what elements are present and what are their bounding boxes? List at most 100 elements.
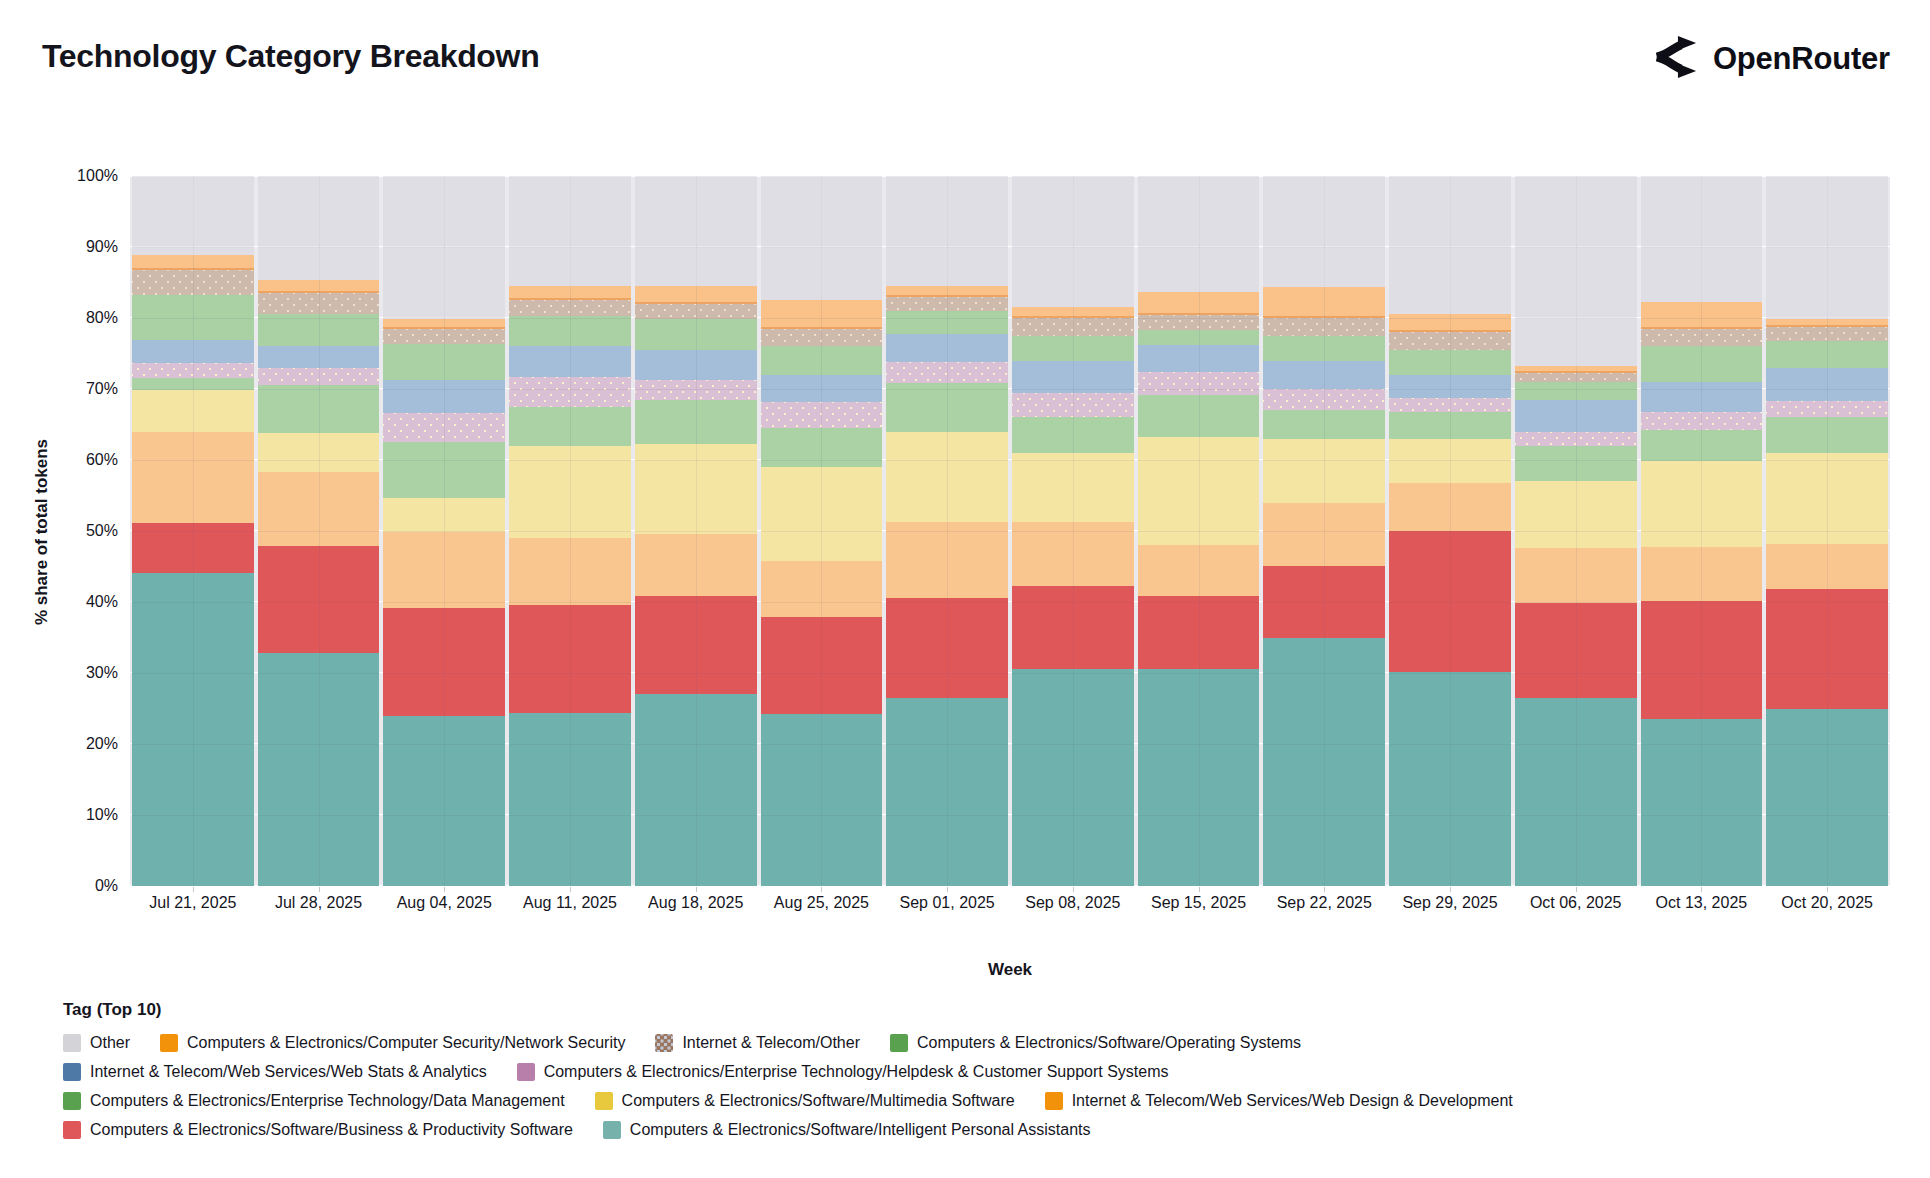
bar-segment[interactable]: [1389, 483, 1511, 531]
bar-segment[interactable]: [761, 375, 883, 402]
bar-segment[interactable]: [1138, 345, 1260, 372]
bar-segment[interactable]: [1641, 547, 1763, 602]
bar-segment[interactable]: [383, 344, 505, 380]
bar-segment[interactable]: [1766, 401, 1888, 417]
bar-segment[interactable]: [132, 176, 254, 255]
bar-segment[interactable]: [258, 653, 380, 886]
bar-segment[interactable]: [1766, 327, 1888, 341]
legend-item[interactable]: Computers & Electronics/Computer Securit…: [160, 1034, 625, 1052]
bar-segment[interactable]: [258, 280, 380, 293]
bar-segment[interactable]: [509, 300, 631, 316]
bar-segment[interactable]: [1515, 603, 1637, 698]
bar-segment[interactable]: [1389, 672, 1511, 886]
bar-segment[interactable]: [886, 311, 1008, 334]
bar-segment[interactable]: [1389, 412, 1511, 439]
bar-segment[interactable]: [761, 714, 883, 886]
bar-segment[interactable]: [635, 380, 757, 400]
bar-segment[interactable]: [886, 362, 1008, 383]
bar-segment[interactable]: [1138, 596, 1260, 668]
bar-segment[interactable]: [1263, 287, 1385, 318]
bar-segment[interactable]: [635, 319, 757, 350]
bar-segment[interactable]: [1515, 176, 1637, 366]
bar-segment[interactable]: [1263, 410, 1385, 438]
bar-segment[interactable]: [1641, 382, 1763, 412]
bar-segment[interactable]: [509, 713, 631, 886]
bar-segment[interactable]: [761, 402, 883, 428]
bar-segment[interactable]: [1766, 368, 1888, 401]
bar-segment[interactable]: [635, 444, 757, 533]
bar-segment[interactable]: [258, 433, 380, 472]
bar-segment[interactable]: [132, 378, 254, 389]
legend-item[interactable]: Computers & Electronics/Software/Intelli…: [603, 1121, 1091, 1139]
bar-segment[interactable]: [886, 297, 1008, 311]
bar-segment[interactable]: [258, 346, 380, 367]
bar-segment[interactable]: [1263, 503, 1385, 566]
legend-item[interactable]: Computers & Electronics/Software/Busines…: [63, 1121, 573, 1139]
bar-segment[interactable]: [1012, 453, 1134, 522]
bar-segment[interactable]: [258, 176, 380, 280]
bar-segment[interactable]: [1012, 586, 1134, 669]
bar-segment[interactable]: [761, 346, 883, 374]
bar-segment[interactable]: [1263, 389, 1385, 410]
bar-segment[interactable]: [258, 314, 380, 346]
bar-segment[interactable]: [509, 346, 631, 377]
bar-segment[interactable]: [1515, 481, 1637, 548]
bar-segment[interactable]: [132, 573, 254, 886]
bar-segment[interactable]: [383, 532, 505, 608]
bar-segment[interactable]: [1263, 318, 1385, 336]
bar-segment[interactable]: [383, 608, 505, 716]
bar-segment[interactable]: [886, 432, 1008, 522]
bar-segment[interactable]: [1766, 453, 1888, 544]
bar-segment[interactable]: [1012, 522, 1134, 586]
legend-item[interactable]: Other: [63, 1034, 130, 1052]
bar-segment[interactable]: [1263, 176, 1385, 287]
legend-item[interactable]: Computers & Electronics/Software/Operati…: [890, 1034, 1301, 1052]
bar-segment[interactable]: [1515, 373, 1637, 382]
bar-segment[interactable]: [761, 300, 883, 328]
bar-segment[interactable]: [1641, 329, 1763, 347]
bar-segment[interactable]: [1766, 417, 1888, 453]
bar-segment[interactable]: [258, 472, 380, 546]
bar-segment[interactable]: [1138, 669, 1260, 886]
bar-segment[interactable]: [886, 598, 1008, 698]
bar-segment[interactable]: [886, 698, 1008, 886]
bar-segment[interactable]: [1766, 341, 1888, 368]
bar-segment[interactable]: [1138, 437, 1260, 545]
bar-segment[interactable]: [132, 363, 254, 379]
brand-logo[interactable]: OpenRouter: [1653, 34, 1890, 84]
bar-segment[interactable]: [886, 176, 1008, 286]
bar-segment[interactable]: [509, 538, 631, 605]
bar-segment[interactable]: [509, 286, 631, 300]
bar-segment[interactable]: [1138, 292, 1260, 315]
bar-segment[interactable]: [509, 407, 631, 446]
bar-segment[interactable]: [1138, 315, 1260, 330]
bar-segment[interactable]: [1515, 698, 1637, 886]
bar-segment[interactable]: [1766, 176, 1888, 319]
bar-segment[interactable]: [1138, 545, 1260, 596]
bar-segment[interactable]: [1389, 398, 1511, 412]
bar-segment[interactable]: [761, 561, 883, 617]
bar-segment[interactable]: [635, 176, 757, 286]
bar-segment[interactable]: [258, 293, 380, 314]
bar-segment[interactable]: [383, 442, 505, 497]
bar-segment[interactable]: [132, 432, 254, 524]
bar-segment[interactable]: [635, 596, 757, 694]
bar-segment[interactable]: [509, 377, 631, 407]
bar-segment[interactable]: [635, 400, 757, 445]
bar-segment[interactable]: [1641, 461, 1763, 546]
bar-segment[interactable]: [258, 385, 380, 433]
bar-segment[interactable]: [761, 428, 883, 467]
bar-segment[interactable]: [1515, 366, 1637, 374]
bar-segment[interactable]: [383, 380, 505, 413]
bar-segment[interactable]: [258, 546, 380, 653]
bar-segment[interactable]: [761, 329, 883, 347]
legend-item[interactable]: Computers & Electronics/Software/Multime…: [595, 1092, 1015, 1110]
bar-segment[interactable]: [1012, 318, 1134, 336]
bar-segment[interactable]: [1138, 372, 1260, 395]
bar-segment[interactable]: [383, 498, 505, 532]
bar-segment[interactable]: [1138, 176, 1260, 292]
bar-segment[interactable]: [383, 319, 505, 329]
bar-segment[interactable]: [1012, 393, 1134, 418]
bar-segment[interactable]: [1641, 719, 1763, 886]
legend-item[interactable]: Internet & Telecom/Other: [655, 1034, 860, 1052]
